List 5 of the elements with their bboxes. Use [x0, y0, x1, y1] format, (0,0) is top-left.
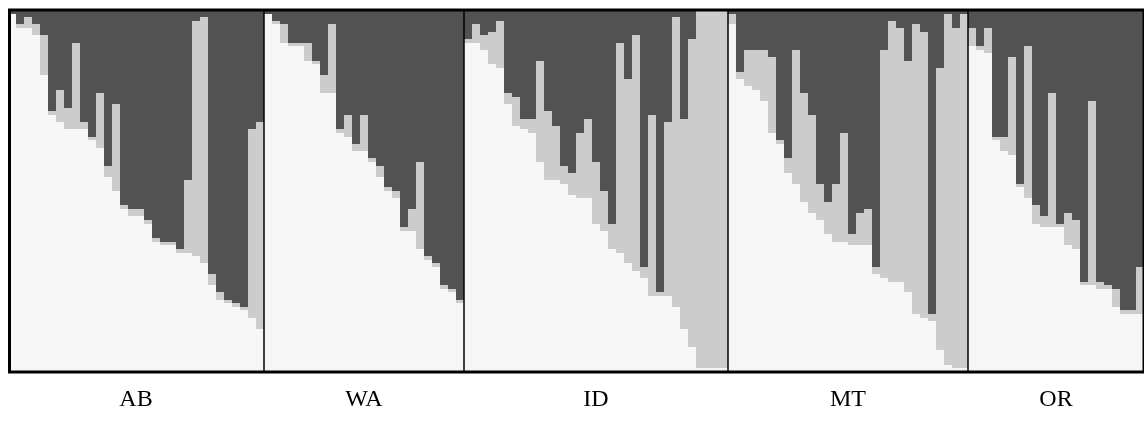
x-axis-title: AB — [119, 385, 153, 411]
x-axis-title: WA — [345, 385, 384, 411]
x-axis-title: ID — [583, 385, 609, 411]
x-axis-title: MT — [830, 385, 867, 411]
x-axis-title: OR — [1039, 385, 1073, 411]
